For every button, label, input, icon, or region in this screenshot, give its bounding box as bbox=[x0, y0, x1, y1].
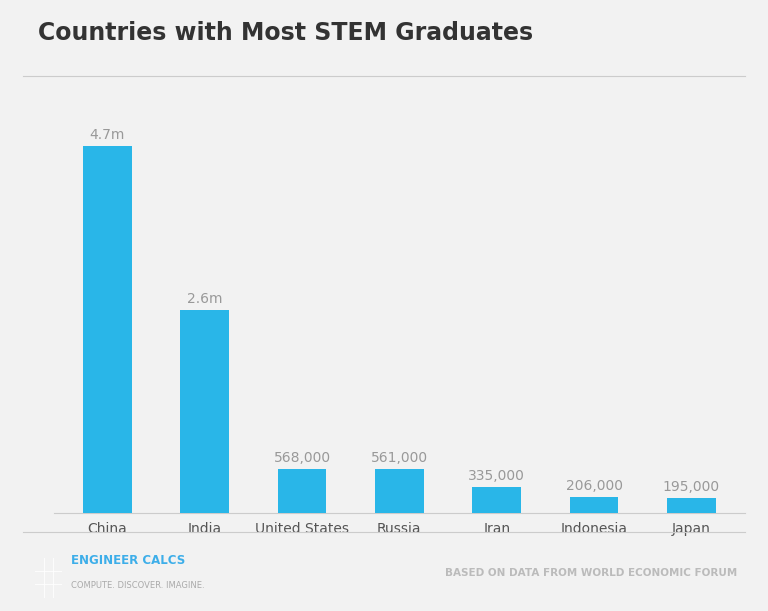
Bar bbox=[83, 146, 131, 513]
Bar bbox=[570, 497, 618, 513]
Text: 206,000: 206,000 bbox=[565, 479, 623, 493]
Text: BASED ON DATA FROM WORLD ECONOMIC FORUM: BASED ON DATA FROM WORLD ECONOMIC FORUM bbox=[445, 568, 737, 578]
Text: 2.6m: 2.6m bbox=[187, 292, 223, 306]
Text: 4.7m: 4.7m bbox=[90, 128, 125, 142]
Bar bbox=[667, 498, 716, 513]
Text: Countries with Most STEM Graduates: Countries with Most STEM Graduates bbox=[38, 21, 534, 45]
Text: COMPUTE. DISCOVER. IMAGINE.: COMPUTE. DISCOVER. IMAGINE. bbox=[71, 581, 205, 590]
Text: 195,000: 195,000 bbox=[663, 480, 720, 494]
Bar bbox=[375, 469, 424, 513]
Text: 335,000: 335,000 bbox=[468, 469, 525, 483]
Text: ENGINEER CALCS: ENGINEER CALCS bbox=[71, 554, 186, 568]
Bar bbox=[180, 310, 229, 513]
Bar bbox=[278, 469, 326, 513]
Bar bbox=[472, 487, 521, 513]
Text: 561,000: 561,000 bbox=[371, 451, 428, 465]
Text: 568,000: 568,000 bbox=[273, 450, 330, 464]
